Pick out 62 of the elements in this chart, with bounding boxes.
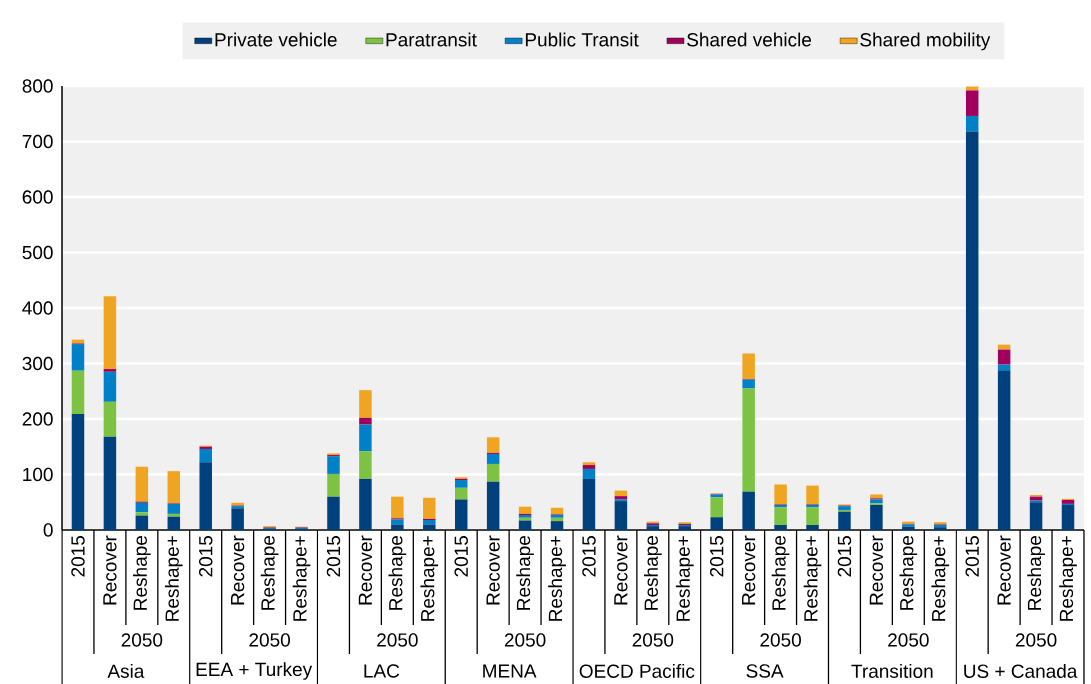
x-tick-label: Recover [103, 535, 117, 605]
x-tick-label: Reshape+ [420, 536, 439, 621]
x-tick-label: 2015 [326, 535, 341, 577]
text: Asia [107, 664, 145, 678]
x-tick-label: 2015 [71, 535, 85, 577]
text: 2050 [504, 633, 546, 647]
x-tick-label: Reshape [771, 536, 790, 610]
text: 2050 [377, 633, 418, 647]
x-tick-label: Reshape+ [803, 536, 822, 621]
x-tick-label: Recover [742, 535, 756, 605]
x-tick-label: Reshape [132, 536, 151, 610]
text: Transition [851, 664, 933, 678]
text: OECD Pacific [579, 664, 695, 678]
x-tick-label: Recover [231, 535, 245, 605]
text: LAC [364, 664, 400, 678]
y-tick-label: 0 [43, 523, 53, 537]
x-tick-label: Reshape+ [548, 536, 566, 621]
legend-label: Paratransit [386, 32, 477, 47]
x-tick-label: 2015 [199, 535, 213, 577]
x-tick-label: Reshape+ [164, 536, 183, 621]
text: 2050 [249, 633, 290, 647]
y-tick-label: 800 [22, 79, 53, 93]
y-tick-label: 500 [22, 245, 53, 260]
y-tick-label: 700 [22, 134, 53, 149]
text: MENA [483, 664, 537, 678]
x-tick-label: Reshape [1027, 536, 1045, 610]
x-tick-label: 2015 [709, 535, 724, 577]
text: 2050 [632, 633, 674, 647]
x-tick-label: Recover [486, 535, 500, 605]
x-tick-label: Reshape+ [931, 536, 950, 621]
x-tick-label: Recover [358, 535, 373, 605]
text: 2050 [760, 633, 801, 647]
y-tick-label: 300 [22, 356, 53, 371]
legend-label: Shared vehicle [687, 32, 812, 47]
text: SSA [746, 664, 784, 678]
y-tick-label: 200 [22, 412, 53, 426]
text: 2050 [1015, 633, 1057, 647]
x-tick-label: 2015 [965, 535, 979, 577]
legend-label: Shared mobility [860, 32, 991, 51]
x-tick-label: Recover [869, 535, 884, 605]
x-tick-label: Recover [614, 535, 628, 605]
x-tick-label: Reshape+ [292, 536, 311, 621]
text: US + Canada [964, 664, 1078, 678]
x-tick-label: Reshape [388, 536, 407, 610]
x-tick-label: Recover [997, 535, 1011, 605]
y-tick-label: 400 [22, 301, 53, 315]
legend-label: Public Transit [525, 32, 639, 47]
y-tick-label: 600 [22, 190, 53, 204]
text: 2050 [888, 633, 929, 647]
legend-label: Private vehicle [215, 32, 337, 47]
x-tick-label: 2015 [837, 535, 852, 577]
text: 2050 [121, 633, 163, 647]
text: EEA + Turkey [196, 662, 313, 680]
x-tick-label: 2015 [454, 535, 468, 577]
y-tick-label: 100 [23, 467, 53, 482]
x-tick-label: 2015 [582, 535, 596, 577]
x-tick-label: Reshape [643, 536, 662, 610]
x-tick-label: Reshape+ [1059, 536, 1077, 621]
x-tick-label: Reshape [260, 536, 279, 610]
x-tick-label: Reshape+ [675, 536, 694, 621]
x-tick-label: Reshape [516, 536, 534, 610]
x-tick-label: Reshape [899, 536, 918, 610]
